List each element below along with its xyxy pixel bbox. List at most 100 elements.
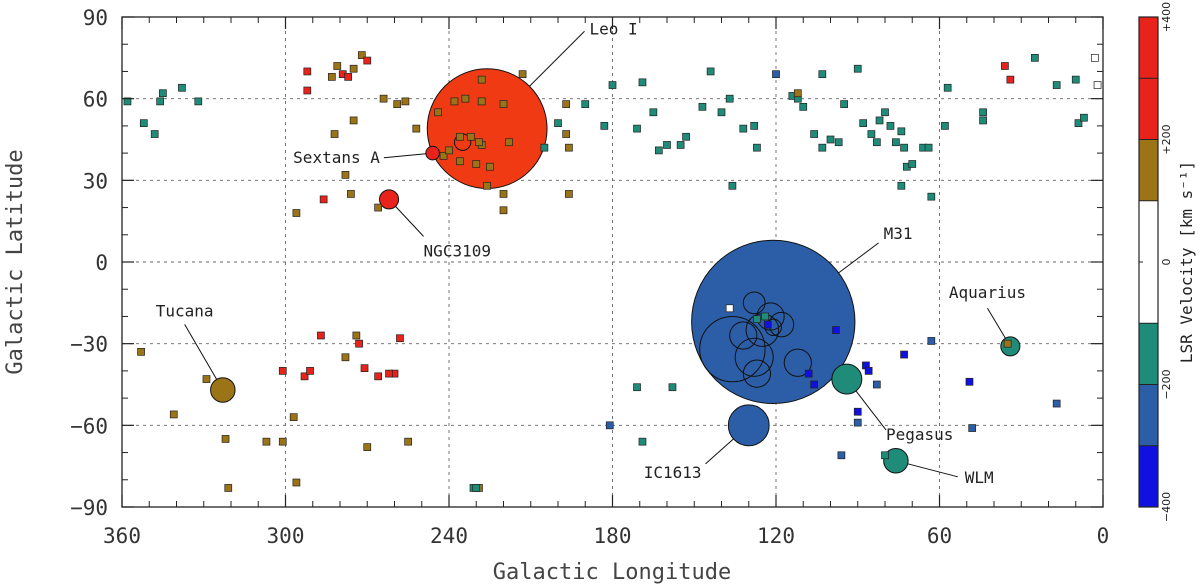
hvc-point xyxy=(682,132,690,141)
x-tick-label: 120 xyxy=(757,524,795,548)
hvc-point xyxy=(638,78,647,87)
hvc-point xyxy=(793,89,802,98)
hvc-point xyxy=(638,437,647,446)
y-tick-label: −60 xyxy=(70,414,108,438)
annotation-leader xyxy=(705,438,734,465)
hvc-point xyxy=(379,94,388,103)
hvc-point xyxy=(698,102,707,111)
hvc-point xyxy=(804,369,813,378)
hvc-point xyxy=(401,97,410,106)
hvc-point xyxy=(1052,81,1061,89)
hvc-point xyxy=(221,435,230,443)
hvc-point xyxy=(123,97,132,106)
x-tick-label: 0 xyxy=(1097,524,1110,548)
hvc-point xyxy=(924,143,933,152)
hvc-point xyxy=(834,138,843,147)
hvc-point xyxy=(728,181,737,190)
hvc-point xyxy=(486,162,494,171)
x-tick-label: 60 xyxy=(927,524,952,548)
hvc-point xyxy=(761,312,769,321)
hvc-point xyxy=(404,437,412,446)
hvc-point xyxy=(881,451,889,460)
hvc-point xyxy=(456,157,464,166)
hvc-point xyxy=(518,70,527,79)
x-tick-label: 300 xyxy=(267,524,305,548)
hvc-point xyxy=(881,108,889,117)
annotation-leader xyxy=(987,307,1006,339)
hvc-point xyxy=(396,334,404,343)
hvc-point xyxy=(826,135,835,144)
hvc-point xyxy=(333,62,342,70)
hvc-point xyxy=(818,143,827,152)
hvc-point xyxy=(363,443,372,451)
m31-satellite xyxy=(699,315,766,383)
y-tick-label: −30 xyxy=(70,333,108,357)
hvc-point xyxy=(1006,75,1015,84)
galaxy-sextans-a xyxy=(425,145,440,161)
y-tick-label: 30 xyxy=(83,169,108,193)
hvc-point xyxy=(663,141,671,149)
hvc-point xyxy=(306,367,314,375)
hvc-point xyxy=(159,89,167,98)
colorbar-band xyxy=(1139,323,1158,385)
hvc-point xyxy=(968,424,977,432)
hvc-point xyxy=(412,124,421,133)
hvc-point xyxy=(445,146,453,155)
hvc-point xyxy=(137,347,145,356)
hvc-point xyxy=(483,181,491,190)
hvc-point xyxy=(472,484,481,492)
colorbar-tick-label: 0 xyxy=(1160,259,1173,266)
colorbar-title: LSR Velocity [km s⁻¹] xyxy=(1177,161,1196,363)
galaxy-layer xyxy=(123,51,1102,492)
hvc-point xyxy=(1001,62,1009,70)
hvc-point xyxy=(908,160,917,168)
hvc-point xyxy=(224,484,233,492)
hvc-point xyxy=(872,380,881,389)
y-tick-label: 60 xyxy=(83,88,108,112)
hvc-point xyxy=(605,421,614,430)
hvc-point xyxy=(330,130,339,138)
hvc-point xyxy=(892,138,900,147)
colorbar-band xyxy=(1139,139,1158,201)
hvc-point xyxy=(150,130,159,138)
hvc-point xyxy=(1080,113,1088,122)
annotation-label: Pegasus xyxy=(886,425,953,444)
hvc-point xyxy=(943,83,952,92)
colorbar-tick-label: +400 xyxy=(1160,2,1173,32)
hvc-point xyxy=(278,437,287,446)
hvc-point xyxy=(1090,53,1099,62)
hvc-point xyxy=(1074,119,1083,128)
hvc-point xyxy=(832,326,840,334)
hvc-point xyxy=(753,143,761,152)
hvc-point xyxy=(750,122,759,130)
annotation-leader xyxy=(395,206,424,237)
annotation-label: M31 xyxy=(884,224,913,243)
hvc-point xyxy=(600,122,609,130)
hvc-point xyxy=(837,451,846,460)
x-tick-label: 240 xyxy=(430,524,468,548)
hvc-point xyxy=(374,372,382,381)
hvc-point xyxy=(499,206,508,215)
colorbar-band xyxy=(1139,384,1158,446)
galaxy-pegasus xyxy=(831,363,863,395)
y-tick-label: 90 xyxy=(83,6,108,30)
hvc-point xyxy=(608,81,617,89)
hvc-point xyxy=(900,143,908,152)
hvc-point xyxy=(1093,81,1102,89)
hvc-point xyxy=(466,132,475,141)
colorbar-tick-label: +200 xyxy=(1160,124,1173,154)
m31-satellite xyxy=(742,359,772,388)
hvc-point xyxy=(360,364,369,373)
galaxy-m31 xyxy=(691,239,856,405)
hvc-point xyxy=(355,339,363,348)
hvc-point xyxy=(1071,75,1080,84)
hvc-point xyxy=(554,119,562,128)
hvc-point xyxy=(450,97,459,106)
x-tick-label: 360 xyxy=(103,524,141,548)
annotation-leader xyxy=(838,242,879,274)
hvc-point xyxy=(717,108,726,117)
hvc-point xyxy=(292,478,301,487)
hvc-point xyxy=(292,209,301,217)
